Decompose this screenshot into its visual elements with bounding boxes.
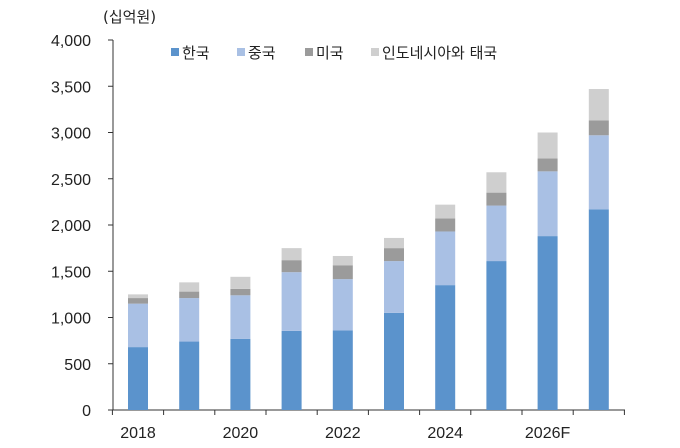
- y-tick-label: 1,000: [51, 311, 91, 328]
- legend-label: 인도네시아와 태국: [382, 44, 497, 62]
- bar-segment-indonesia-thailand-2025: [486, 172, 507, 193]
- bar-segment-indonesia-thailand-2020: [230, 276, 251, 289]
- bar-segment-china-2026F: [537, 171, 558, 237]
- legend-swatch: [237, 48, 245, 56]
- bar-segment-usa-2022: [332, 265, 353, 280]
- bar-segment-usa-2023: [384, 248, 404, 262]
- legend-label: 미국: [316, 44, 344, 62]
- x-tick-label: 2020: [223, 425, 259, 442]
- bar-segment-china-2020: [230, 295, 251, 339]
- bar-segment-indonesia-thailand-2021: [281, 248, 302, 261]
- bar-segment-usa-2021: [281, 260, 302, 273]
- bar-segment-china-2027: [588, 135, 609, 210]
- x-tick-label: 2024: [427, 425, 463, 442]
- legend-swatch: [371, 48, 379, 56]
- bar-segment-indonesia-thailand-2024: [435, 204, 456, 219]
- bar-segment-indonesia-thailand-2019: [179, 282, 200, 292]
- unit-label: (십억원): [103, 8, 157, 26]
- bar-segment-korea-2027: [588, 209, 609, 410]
- bar-segment-korea-2018: [128, 347, 148, 410]
- bar-segment-china-2021: [281, 272, 302, 331]
- y-tick-label: 2,500: [51, 172, 91, 189]
- y-tick-label: 0: [82, 403, 91, 420]
- legend-label: 중국: [248, 44, 276, 62]
- bar-segment-korea-2026F: [537, 236, 558, 410]
- legend-swatch: [171, 48, 179, 56]
- bar-segment-china-2019: [179, 298, 200, 342]
- bar-segment-korea-2022: [332, 330, 353, 410]
- bar-segment-indonesia-thailand-2018: [128, 294, 148, 299]
- legend-label: 한국: [182, 44, 210, 62]
- bar-segment-china-2024: [435, 231, 456, 286]
- y-tick-label: 3,000: [51, 126, 91, 143]
- bar-segment-usa-2019: [179, 291, 200, 299]
- bar-segment-korea-2020: [230, 338, 251, 410]
- bar-segment-indonesia-thailand-2022: [332, 255, 353, 266]
- bar-segment-korea-2025: [486, 261, 507, 410]
- bar-segment-usa-2024: [435, 218, 456, 232]
- bar-segment-korea-2023: [384, 312, 404, 410]
- y-tick-label: 3,500: [51, 79, 91, 96]
- bar-segment-usa-2025: [486, 192, 507, 206]
- bar-segment-korea-2024: [435, 285, 456, 410]
- y-tick-label: 1,500: [51, 264, 91, 281]
- bar-segment-china-2018: [128, 303, 148, 348]
- x-tick-label: 2026F: [525, 425, 571, 442]
- y-tick-label: 2,000: [51, 218, 91, 235]
- y-tick-label: 500: [64, 357, 91, 374]
- y-tick-label: 4,000: [51, 33, 91, 50]
- bar-segment-korea-2021: [281, 330, 302, 410]
- x-tick-label: 2018: [120, 425, 156, 442]
- bar-segment-usa-2027: [588, 120, 609, 136]
- bar-segment-korea-2019: [179, 341, 200, 410]
- bar-segment-indonesia-thailand-2027: [588, 89, 609, 121]
- bar-segment-usa-2026F: [537, 158, 558, 172]
- legend-swatch: [305, 48, 313, 56]
- bar-segment-usa-2020: [230, 288, 251, 296]
- bar-segment-indonesia-thailand-2023: [384, 237, 404, 249]
- x-tick-label: 2022: [325, 425, 361, 442]
- bar-segment-china-2025: [486, 205, 507, 262]
- bar-segment-usa-2018: [128, 298, 148, 304]
- bar-segment-indonesia-thailand-2026F: [537, 132, 558, 159]
- bar-segment-china-2022: [332, 279, 353, 331]
- bar-segment-china-2023: [384, 261, 404, 313]
